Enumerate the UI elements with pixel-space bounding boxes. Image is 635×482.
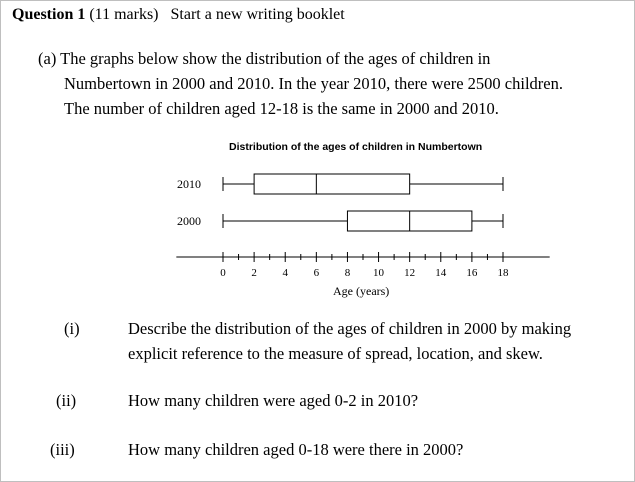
sub-question-i-line2: explicit reference to the measure of spr…	[128, 344, 543, 363]
sub-question-i-number: (i)	[64, 319, 80, 338]
x-axis-label: Age (years)	[333, 284, 390, 298]
part-a-label: (a)	[38, 49, 57, 68]
x-tick-label-8: 8	[345, 267, 351, 279]
question-number: Question 1	[12, 6, 86, 23]
sub-question-ii-number: (ii)	[56, 391, 77, 410]
part-a-line1: The graphs below show the distribution o…	[60, 49, 491, 68]
box-2010	[253, 173, 411, 195]
x-tick-label-10: 10	[373, 267, 385, 279]
part-a-line3: The number of children aged 12-18 is the…	[64, 99, 499, 118]
x-tick-label-6: 6	[314, 267, 320, 279]
x-tick-label-2: 2	[251, 267, 257, 279]
x-tick-label-16: 16	[466, 267, 478, 279]
x-tick-label-18: 18	[498, 267, 510, 279]
sub-question-i-line1: Describe the distribution of the ages of…	[128, 319, 572, 338]
sub-question-iii-text: How many children aged 0-18 were there i…	[128, 440, 464, 459]
series-label-2010: 2010	[177, 177, 201, 191]
part-a-line2: Numbertown in 2000 and 2010. In the year…	[64, 74, 563, 93]
x-tick-label-12: 12	[404, 267, 415, 279]
part-a: (a) The graphs below show the distributi…	[38, 46, 563, 121]
question-marks: (11 marks)	[89, 6, 159, 23]
x-tick-label-0: 0	[220, 267, 226, 279]
sub-question-ii-text: How many children were aged 0-2 in 2010?	[128, 391, 419, 410]
question-heading: Question 1 (11 marks) Start a new writin…	[12, 6, 345, 24]
x-tick-label-4: 4	[282, 267, 288, 279]
series-label-2000: 2000	[177, 214, 201, 228]
chart-title: Distribution of the ages of children in …	[229, 141, 483, 153]
sub-question-iii-number: (iii)	[50, 440, 75, 459]
x-tick-label-14: 14	[435, 267, 447, 279]
question-instruction: Start a new writing booklet	[170, 6, 345, 23]
